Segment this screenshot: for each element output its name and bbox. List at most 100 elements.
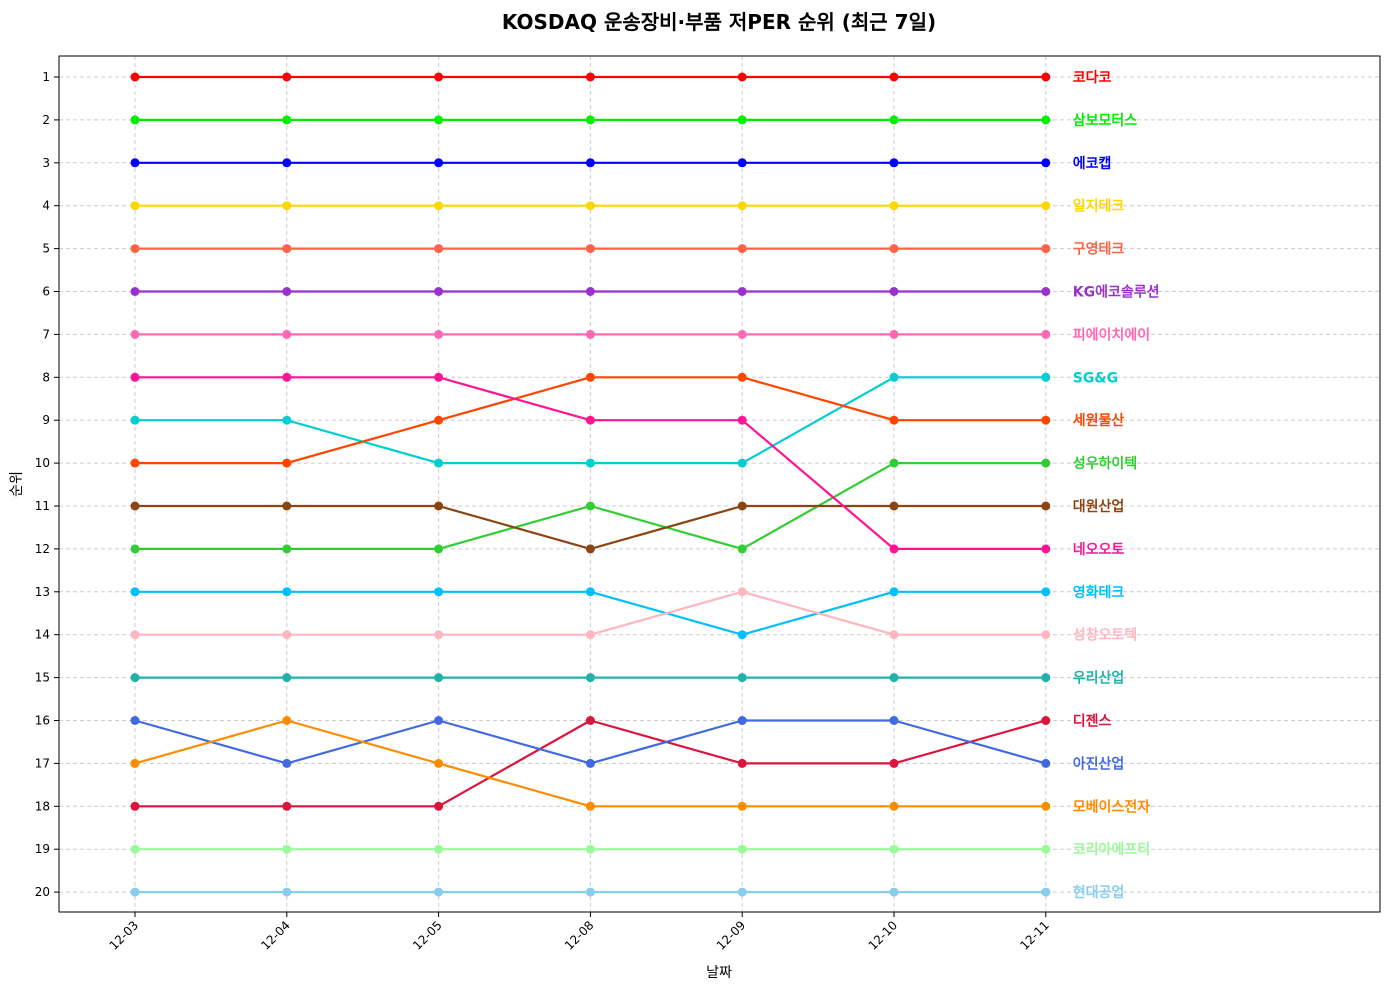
- data-point: [585, 501, 595, 511]
- data-point: [737, 587, 747, 597]
- data-point: [889, 587, 899, 597]
- data-point: [737, 287, 747, 296]
- data-point: [585, 244, 595, 254]
- data-point: [434, 372, 444, 382]
- y-tick-label: 6: [42, 285, 50, 299]
- series-label: 네오오토: [1073, 542, 1125, 558]
- data-point: [889, 630, 899, 640]
- series-label: 대원산업: [1073, 498, 1125, 515]
- data-point: [130, 673, 140, 683]
- data-point: [585, 630, 595, 640]
- y-tick-label: 8: [42, 370, 50, 384]
- data-point: [130, 887, 140, 897]
- data-point: [130, 72, 140, 82]
- data-point: [282, 287, 292, 296]
- data-point: [130, 501, 140, 511]
- data-point: [434, 244, 444, 254]
- series-label: 현대공업: [1073, 885, 1125, 901]
- data-point: [130, 201, 140, 211]
- data-point: [737, 630, 747, 640]
- data-point: [282, 415, 292, 425]
- data-point: [1041, 716, 1051, 725]
- data-point: [282, 887, 292, 897]
- y-tick-label: 4: [42, 199, 50, 213]
- data-point: [585, 287, 595, 296]
- series-label: 일지테크: [1073, 199, 1125, 215]
- data-point: [1041, 72, 1051, 82]
- data-point: [130, 801, 140, 811]
- data-point: [130, 458, 140, 468]
- y-tick-label: 16: [35, 714, 50, 728]
- data-point: [889, 458, 899, 468]
- y-tick-label: 15: [35, 671, 50, 685]
- data-point: [130, 244, 140, 254]
- y-tick-label: 17: [35, 756, 50, 770]
- data-point: [889, 544, 899, 554]
- y-tick-label: 3: [42, 156, 50, 170]
- data-point: [1041, 244, 1051, 254]
- data-point: [585, 844, 595, 854]
- data-point: [434, 415, 444, 425]
- series-label: 아진산업: [1073, 755, 1125, 772]
- data-point: [1041, 158, 1051, 168]
- series-label: 피에이치에이: [1073, 326, 1150, 343]
- data-point: [889, 716, 899, 725]
- y-tick-label: 9: [42, 413, 50, 427]
- data-point: [434, 673, 444, 683]
- data-point: [585, 415, 595, 425]
- data-point: [1041, 630, 1051, 640]
- data-point: [434, 158, 444, 168]
- y-tick-label: 11: [35, 499, 50, 513]
- data-point: [1041, 115, 1051, 125]
- data-point: [737, 415, 747, 425]
- data-point: [282, 673, 292, 683]
- data-point: [889, 158, 899, 168]
- series-label: 삼보모터스: [1073, 113, 1138, 129]
- data-point: [434, 287, 444, 296]
- data-point: [130, 415, 140, 425]
- series-label: 영화테크: [1073, 584, 1125, 601]
- data-point: [889, 287, 899, 296]
- data-point: [737, 758, 747, 768]
- data-point: [130, 758, 140, 768]
- data-point: [889, 758, 899, 768]
- data-point: [130, 587, 140, 597]
- y-tick-label: 5: [42, 242, 50, 256]
- data-point: [737, 72, 747, 82]
- data-point: [434, 544, 444, 554]
- data-point: [737, 887, 747, 897]
- data-point: [889, 372, 899, 382]
- data-point: [889, 415, 899, 425]
- data-point: [889, 801, 899, 811]
- data-point: [130, 158, 140, 168]
- data-point: [889, 329, 899, 339]
- x-axis-label: 날짜: [706, 965, 732, 981]
- data-point: [282, 158, 292, 168]
- data-point: [737, 372, 747, 382]
- data-point: [1041, 501, 1051, 511]
- plot-frame: [58, 55, 1381, 913]
- data-point: [434, 758, 444, 768]
- y-tick-label: 14: [35, 628, 50, 642]
- data-point: [282, 801, 292, 811]
- data-point: [585, 201, 595, 211]
- series-label: 구영테크: [1073, 241, 1125, 258]
- series-label: 우리산업: [1073, 670, 1125, 687]
- x-tick-label: 12-10: [866, 918, 901, 953]
- series-label: 모베이스전자: [1073, 798, 1150, 815]
- data-point: [1041, 201, 1051, 211]
- series-label: 세원물산: [1073, 412, 1125, 429]
- data-point: [282, 115, 292, 125]
- series-label: 에코캡: [1073, 155, 1112, 172]
- data-point: [737, 501, 747, 511]
- data-point: [1041, 372, 1051, 382]
- series-label: 코리아에프티: [1073, 841, 1150, 858]
- data-point: [1041, 587, 1051, 597]
- x-tick-label: 12-08: [562, 918, 597, 953]
- data-point: [1041, 844, 1051, 854]
- data-point: [282, 544, 292, 554]
- y-tick-label: 20: [35, 885, 50, 899]
